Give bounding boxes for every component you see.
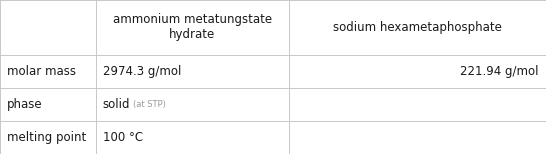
Text: melting point: melting point [7,131,86,144]
Text: ammonium metatungstate
hydrate: ammonium metatungstate hydrate [113,13,272,41]
Text: (at STP): (at STP) [133,100,165,109]
Text: 221.94 g/mol: 221.94 g/mol [460,65,539,78]
Text: phase: phase [7,98,43,111]
Text: 2974.3 g/mol: 2974.3 g/mol [103,65,181,78]
Text: molar mass: molar mass [7,65,76,78]
Text: solid: solid [103,98,130,111]
Text: sodium hexametaphosphate: sodium hexametaphosphate [333,21,502,34]
Text: 100 °C: 100 °C [103,131,143,144]
